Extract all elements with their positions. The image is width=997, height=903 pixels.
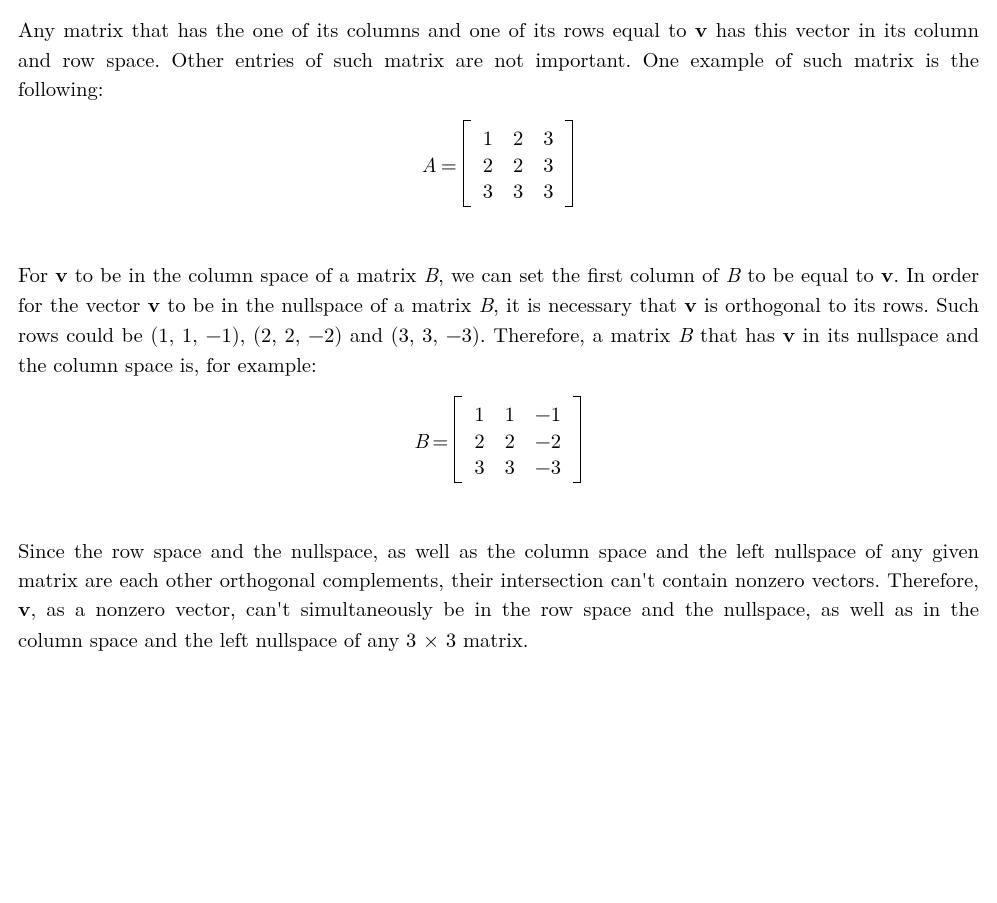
tuple: (1, 1, −1) bbox=[150, 319, 239, 348]
matrix-cell: 3 bbox=[464, 453, 494, 479]
matrix-cell: −1 bbox=[525, 400, 571, 426]
text: For bbox=[18, 259, 55, 288]
dimension: 3 × 3 bbox=[406, 624, 456, 653]
matrix-b: 1 1 −1 2 2 −2 3 3 −3 bbox=[454, 396, 581, 483]
paragraph-2: For v to be in the column space of a mat… bbox=[18, 259, 979, 378]
var-b: B bbox=[424, 259, 438, 288]
matrix-cell: −3 bbox=[525, 453, 571, 479]
matrix-cell: 1 bbox=[464, 400, 494, 426]
vector-v: v bbox=[881, 260, 893, 289]
tuple: (3, 3, −3) bbox=[391, 319, 480, 348]
vector-v: v bbox=[783, 320, 795, 349]
text: , we can set the first column of bbox=[438, 259, 726, 288]
var-b: B bbox=[678, 319, 692, 348]
text: Since the row space and the nullspace, a… bbox=[18, 535, 979, 593]
matrix-cell: 2 bbox=[503, 151, 533, 177]
text: , bbox=[240, 319, 253, 348]
matrix-cell: 3 bbox=[533, 151, 563, 177]
text: , it is necessary that bbox=[493, 289, 684, 318]
equation-matrix-b: B = 1 1 −1 2 2 −2 3 3 −3 bbox=[18, 396, 979, 483]
vector-v: v bbox=[55, 260, 67, 289]
tuple: (2, 2, −2) bbox=[253, 319, 342, 348]
matrix-cell: −2 bbox=[525, 427, 571, 453]
matrix-cell: 3 bbox=[533, 124, 563, 150]
matrix-cell: 2 bbox=[464, 427, 494, 453]
text: to be in the nullspace of a matrix bbox=[160, 289, 479, 318]
vector-v: v bbox=[148, 290, 160, 319]
matrix-cell: 3 bbox=[473, 177, 503, 203]
vector-v: v bbox=[695, 15, 707, 44]
paragraph-1: Any matrix that has the one of its colum… bbox=[18, 14, 979, 102]
matrix-cell: 3 bbox=[533, 177, 563, 203]
matrix-cell: 1 bbox=[473, 124, 503, 150]
var-a: A bbox=[422, 149, 437, 178]
text: matrix. bbox=[456, 624, 528, 653]
text: Any matrix that has the one of its colum… bbox=[18, 14, 695, 43]
text: and bbox=[342, 319, 390, 348]
paragraph-3: Since the row space and the nullspace, a… bbox=[18, 535, 979, 652]
equals: = bbox=[432, 425, 448, 454]
text: to be equal to bbox=[740, 259, 881, 288]
matrix-cell: 1 bbox=[495, 400, 525, 426]
equation-matrix-a: A = 1 2 3 2 2 3 3 3 3 bbox=[18, 120, 979, 207]
text: that has bbox=[692, 319, 782, 348]
var-b: B bbox=[479, 289, 493, 318]
vector-v: v bbox=[684, 290, 696, 319]
var-b: B bbox=[726, 259, 740, 288]
text: . Therefore, a matrix bbox=[480, 319, 678, 348]
equals: = bbox=[441, 149, 457, 178]
matrix-cell: 3 bbox=[495, 453, 525, 479]
var-b: B bbox=[414, 425, 428, 454]
text: to be in the column space of a matrix bbox=[68, 259, 424, 288]
matrix-cell: 2 bbox=[503, 124, 533, 150]
matrix-cell: 2 bbox=[495, 427, 525, 453]
vector-v: v bbox=[18, 594, 30, 623]
matrix-cell: 3 bbox=[503, 177, 533, 203]
matrix-a: 1 2 3 2 2 3 3 3 3 bbox=[463, 120, 574, 207]
matrix-cell: 2 bbox=[473, 151, 503, 177]
